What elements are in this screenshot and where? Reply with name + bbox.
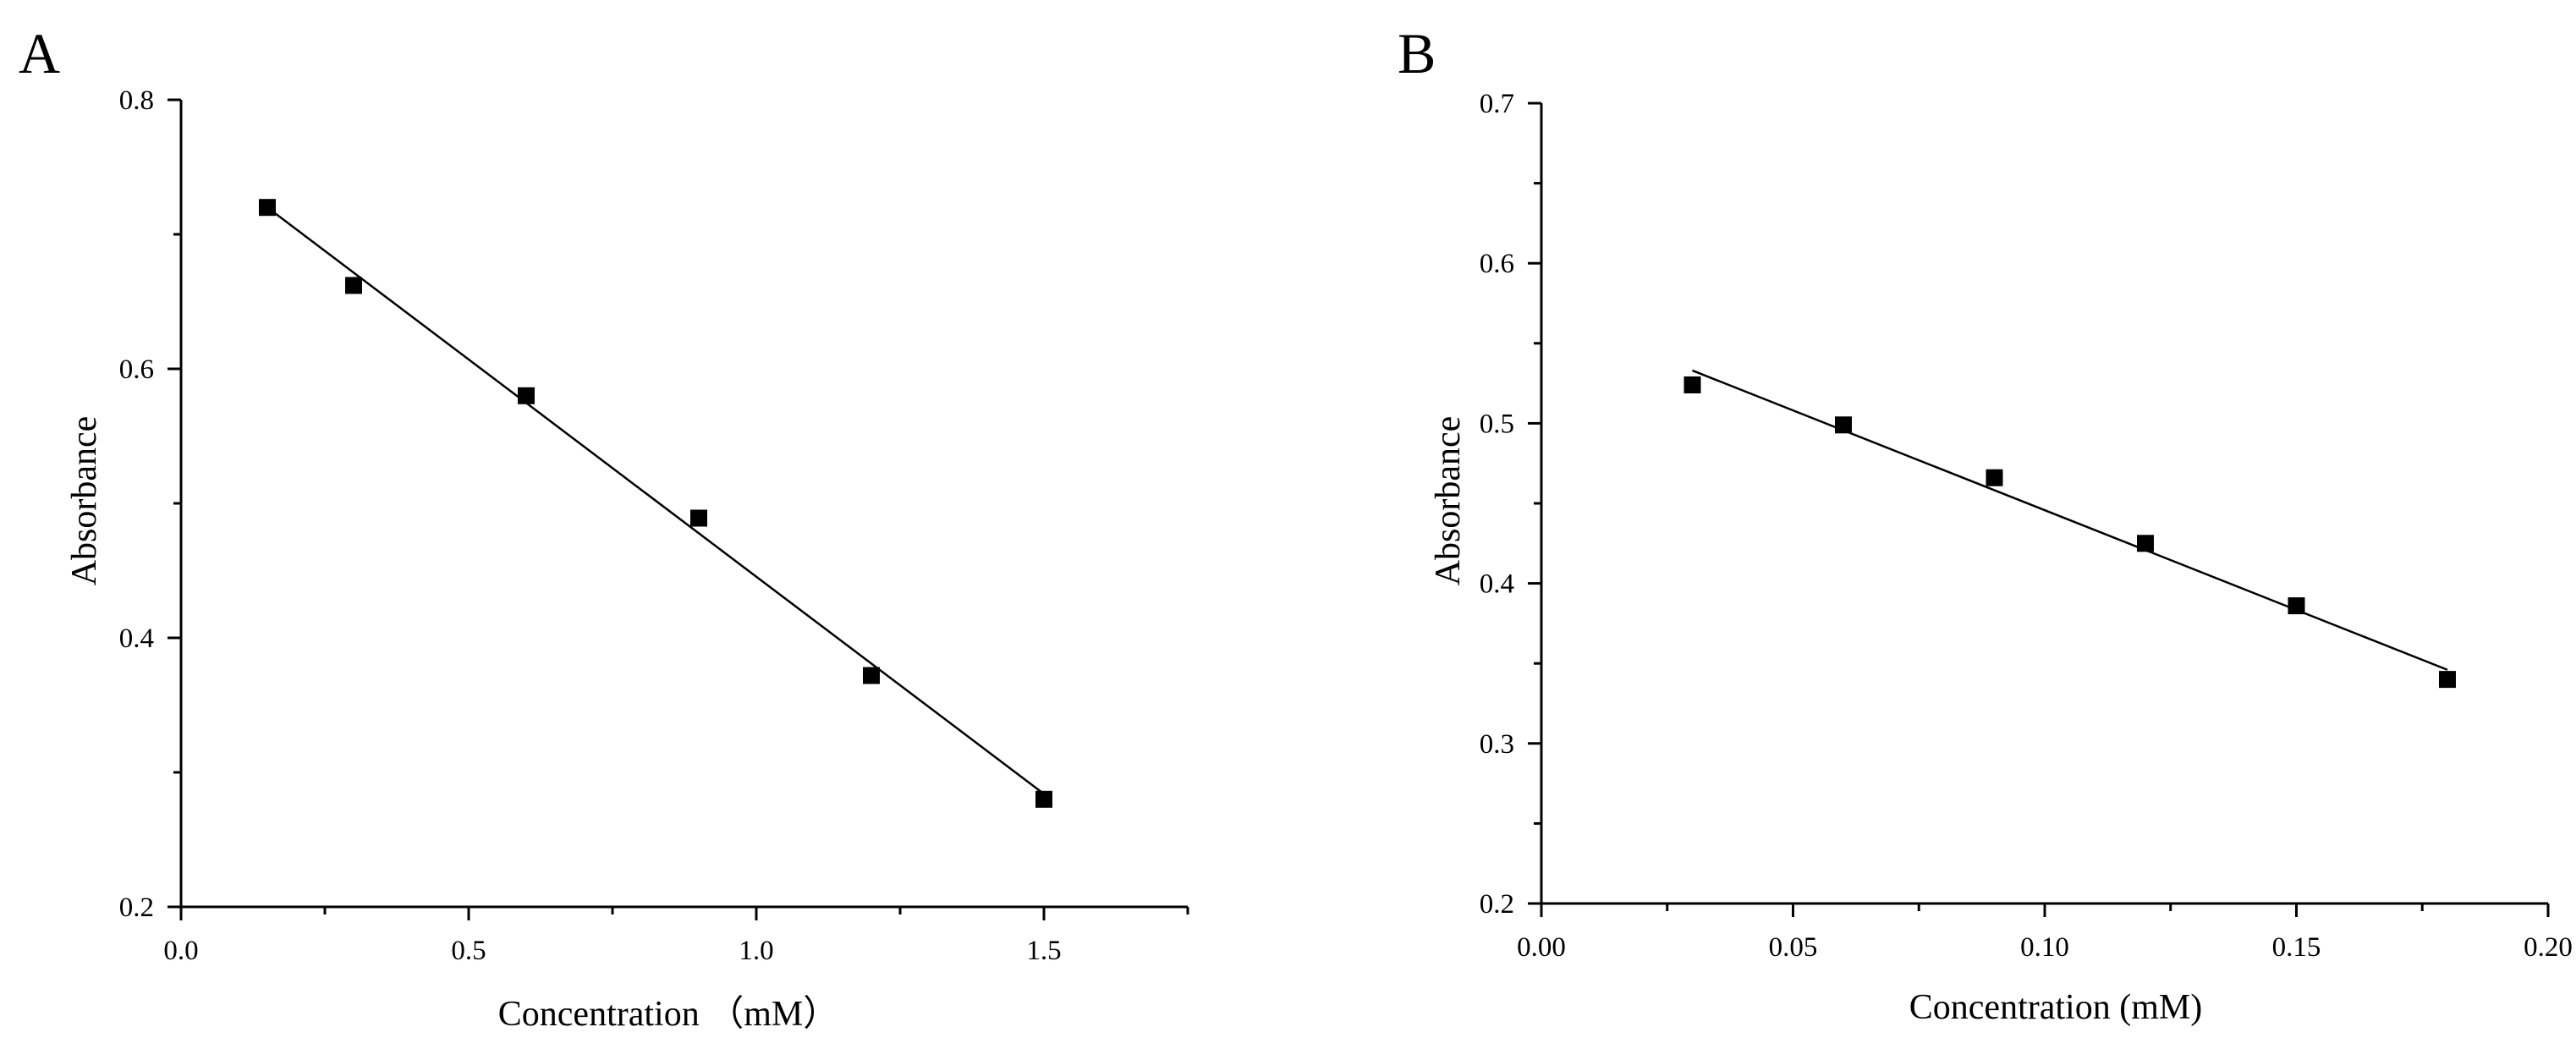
plot-b: 0.00 0.05 0.10 0.15 0.20 0.2 0.3 0.4 0.5 0.6 0.7 xyxy=(1480,89,2573,963)
y-tick-label-b: 0.3 xyxy=(1480,729,1514,760)
y-tick-label-a: 0.2 xyxy=(119,892,154,923)
data-point-b xyxy=(2137,535,2154,552)
x-axis-label-a: Concentration （mM） xyxy=(498,995,838,1034)
data-point-b xyxy=(2439,671,2456,689)
y-tick-label-b: 0.4 xyxy=(1480,569,1514,600)
y-tick-label-b: 0.5 xyxy=(1480,409,1514,439)
x-tick-label-a: 0.5 xyxy=(451,936,486,966)
y-tick-label-b: 0.7 xyxy=(1480,89,1514,119)
y-tick-label-b: 0.6 xyxy=(1480,249,1514,279)
data-point-b xyxy=(2288,597,2305,615)
x-tick-label-b: 0.00 xyxy=(1517,932,1566,963)
chart-panel-b: B 0.00 0.05 0.10 0.15 0.20 0.2 0.3 0.4 0.5 0.6 0.7… xyxy=(1398,21,2573,1027)
y-tick-label-a: 0.6 xyxy=(119,354,154,385)
y-tick-label-a: 0.4 xyxy=(119,623,154,654)
fit-line-a xyxy=(266,206,1045,795)
x-tick-label-b: 0.05 xyxy=(1769,932,1818,963)
x-tick-label-b: 0.15 xyxy=(2272,932,2321,963)
x-tick-label-a: 1.0 xyxy=(739,936,773,966)
y-tick-label-a: 0.8 xyxy=(119,85,154,116)
y-tick-label-b: 0.2 xyxy=(1480,889,1514,920)
x-tick-label-a: 1.5 xyxy=(1026,936,1061,966)
x-tick-label-b: 0.20 xyxy=(2524,932,2573,963)
data-point-a xyxy=(259,199,276,217)
data-point-b xyxy=(1835,416,1852,434)
plot-a: 0.0 0.5 1.0 1.5 0.2 0.4 0.6 0.8 xyxy=(119,85,1189,966)
data-point-a xyxy=(863,667,880,684)
panel-label-b: B xyxy=(1398,21,1436,85)
data-point-b xyxy=(1683,376,1701,393)
x-tick-label-a: 0.0 xyxy=(163,936,198,966)
y-axis-label-b: Absorbance xyxy=(1429,416,1468,586)
data-point-a xyxy=(1035,790,1052,808)
chart-panel-a: A 0.0 0.5 1.0 1.5 0.2 0.4 0.6 0.8 Concentration… xyxy=(19,21,1189,1034)
panel-label-a: A xyxy=(19,21,60,85)
data-point-b xyxy=(1986,469,2003,486)
x-axis-label-b: Concentration (mM) xyxy=(1909,988,2202,1027)
data-point-a xyxy=(690,509,707,527)
fit-line-b xyxy=(1692,369,2448,671)
data-point-a xyxy=(345,277,362,294)
y-axis-label-a: Absorbance xyxy=(65,416,104,586)
x-tick-label-b: 0.10 xyxy=(2020,932,2069,963)
data-point-a xyxy=(518,387,535,404)
